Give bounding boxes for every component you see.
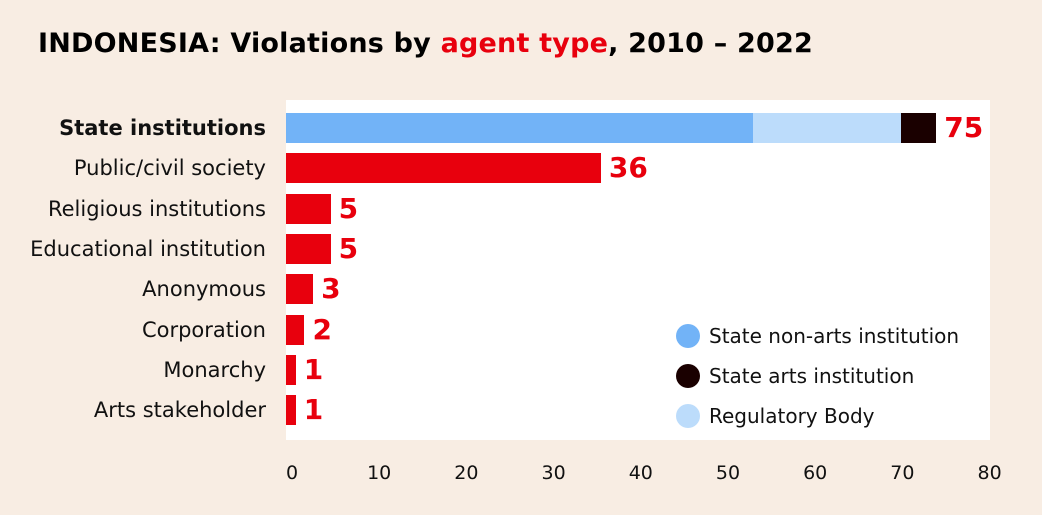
- value-label-state-institutions: 75: [944, 111, 984, 144]
- legend-label: State non-arts institution: [709, 324, 960, 348]
- bar-arts-stakeholder: [286, 395, 296, 426]
- x-tick-label: 10: [367, 462, 392, 484]
- bar-educational-institution: [286, 233, 331, 264]
- value-label-public-civil-society: 36: [608, 151, 648, 185]
- category-label-state-institutions: State institutions: [59, 116, 266, 140]
- title-suffix: , 2010 – 2022: [608, 28, 813, 59]
- value-label-educational-institution: 5: [338, 231, 359, 265]
- value-label-arts-stakeholder: 1: [303, 393, 324, 427]
- chart-title: INDONESIA: Violations by agent type, 201…: [38, 28, 813, 59]
- bar-monarchy: [286, 354, 296, 385]
- value-label-monarchy: 1: [303, 352, 324, 386]
- chart-legend: State non-arts institution State arts ins…: [676, 316, 959, 436]
- value-label-religious-institutions: 5: [338, 191, 359, 225]
- bar-public-civil-society: [286, 153, 601, 184]
- value-label-anonymous: 3: [321, 272, 341, 306]
- category-label-educational-institution: Educational institution: [30, 236, 266, 261]
- bar-segment-regulatory-body: [753, 113, 902, 143]
- value-label-corporation: 2: [312, 312, 332, 346]
- category-label-religious-institutions: Religious institutions: [47, 196, 266, 221]
- category-label-monarchy: Monarchy: [163, 357, 266, 382]
- category-label-public-civil-society: Public/civil society: [73, 156, 266, 181]
- legend-label: State arts institution: [709, 364, 915, 388]
- x-tick-label: 30: [541, 462, 566, 484]
- title-prefix: INDONESIA: Violations by: [38, 28, 441, 59]
- legend-swatch: [676, 404, 700, 428]
- legend-item: State non-arts institution: [676, 316, 959, 356]
- x-tick-label: 50: [715, 462, 741, 484]
- x-tick-label: 80: [977, 462, 1002, 484]
- category-label-corporation: Corporation: [141, 317, 266, 342]
- legend-swatch: [676, 364, 700, 388]
- bar-segment-state-non-arts-institution: [286, 113, 754, 143]
- category-label-arts-stakeholder: Arts stakeholder: [93, 398, 266, 423]
- x-tick-label: 0: [285, 462, 299, 484]
- x-tick-label: 20: [454, 462, 479, 484]
- x-tick-label: 40: [628, 462, 653, 484]
- title-highlight: agent type: [440, 28, 609, 59]
- legend-item: Regulatory Body: [676, 396, 959, 436]
- bar-religious-institutions: [286, 193, 331, 224]
- legend-label: Regulatory Body: [709, 404, 875, 428]
- bar-segment-state-arts-institution: [901, 113, 937, 143]
- x-tick-label: 70: [890, 462, 915, 484]
- bar-corporation: [286, 314, 305, 345]
- x-tick-label: 60: [803, 462, 828, 484]
- bar-anonymous: [286, 274, 314, 305]
- legend-swatch: [676, 324, 700, 348]
- legend-item: State arts institution: [676, 356, 959, 396]
- category-label-anonymous: Anonymous: [142, 277, 266, 302]
